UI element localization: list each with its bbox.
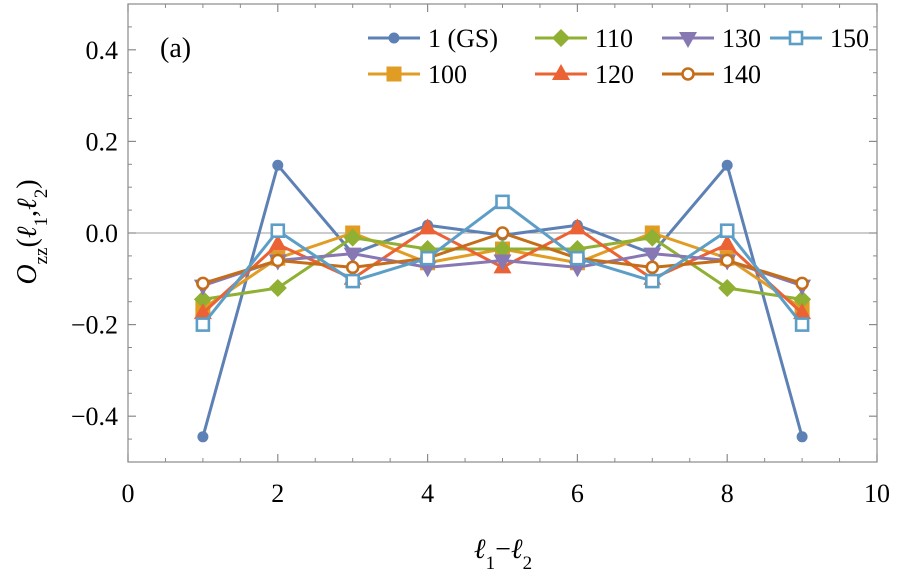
data-point — [196, 276, 210, 291]
data-point — [643, 228, 662, 247]
data-point — [570, 250, 585, 266]
series-150 — [195, 194, 810, 332]
data-point — [270, 223, 286, 239]
data-point — [195, 317, 211, 332]
legend-entry: 130 — [662, 24, 761, 53]
x-axis-label: ℓ1−ℓ2 — [474, 534, 532, 570]
legend-entry: 110 — [535, 24, 633, 53]
data-point — [420, 250, 435, 266]
legend-label: 120 — [595, 60, 634, 89]
data-point — [793, 290, 812, 309]
data-point — [719, 223, 735, 239]
axes-layer: 0 2 4 6 8 10 0.4 0.2 0.0 −0.2 −0.4 — [71, 3, 890, 508]
legend-label: 1 (GS) — [428, 24, 498, 53]
data-point — [495, 226, 510, 240]
y-tick-label: −0.4 — [71, 402, 118, 431]
x-tick-label: 0 — [122, 479, 135, 508]
legend-label: 140 — [722, 60, 761, 89]
y-tick-label: 0.0 — [86, 219, 119, 248]
data-point — [645, 260, 660, 275]
series-layer — [193, 159, 812, 443]
x-tick-label: 10 — [864, 479, 890, 508]
data-point — [795, 276, 809, 291]
y-tick-label: 0.2 — [86, 127, 119, 156]
data-point — [345, 260, 360, 275]
data-point — [493, 240, 512, 259]
y-tick-label: 0.4 — [86, 36, 119, 65]
data-point — [193, 303, 212, 320]
legend: 1 (GS) 110 130 150 100 120 140 — [368, 24, 869, 89]
legend-marker — [388, 32, 400, 44]
data-point — [718, 278, 737, 297]
data-point — [272, 159, 284, 171]
legend-marker — [552, 29, 570, 47]
panel-label: (a) — [160, 33, 191, 64]
data-point — [268, 278, 287, 297]
data-point — [493, 254, 512, 271]
legend-entry: 140 — [662, 60, 761, 89]
data-point — [343, 247, 362, 264]
data-point — [270, 253, 285, 268]
legend-label: 100 — [428, 60, 467, 89]
y-tick-label: −0.2 — [71, 311, 118, 340]
data-point — [343, 228, 362, 247]
x-tick-label: 8 — [721, 479, 734, 508]
data-point — [268, 234, 287, 251]
data-point — [796, 431, 808, 443]
data-point — [794, 317, 810, 332]
data-point — [644, 273, 660, 289]
data-point — [793, 303, 812, 320]
data-point — [197, 431, 209, 443]
legend-label: 150 — [830, 24, 869, 53]
x-tick-label: 6 — [571, 479, 584, 508]
data-point — [418, 218, 437, 235]
data-point — [721, 159, 733, 171]
data-point — [718, 234, 737, 251]
legend-marker — [679, 32, 697, 48]
legend-entry: 120 — [535, 60, 634, 89]
legend-marker — [681, 67, 695, 81]
data-point — [643, 247, 662, 264]
legend-entry: 100 — [368, 60, 467, 89]
x-tick-label: 4 — [421, 479, 434, 508]
y-axis-label: Ozz(ℓ1,ℓ2) — [12, 179, 52, 284]
legend-marker — [788, 30, 804, 46]
data-point — [568, 218, 587, 235]
legend-marker — [552, 64, 570, 80]
legend-entry: 1 (GS) — [368, 24, 498, 53]
data-point — [345, 273, 361, 289]
legend-marker — [386, 66, 402, 82]
legend-label: 110 — [595, 24, 633, 53]
data-point — [193, 290, 212, 309]
data-point — [720, 253, 735, 268]
legend-entry: 150 — [770, 24, 869, 53]
x-tick-label: 2 — [271, 479, 284, 508]
data-point — [495, 194, 510, 210]
legend-label: 130 — [722, 24, 761, 53]
